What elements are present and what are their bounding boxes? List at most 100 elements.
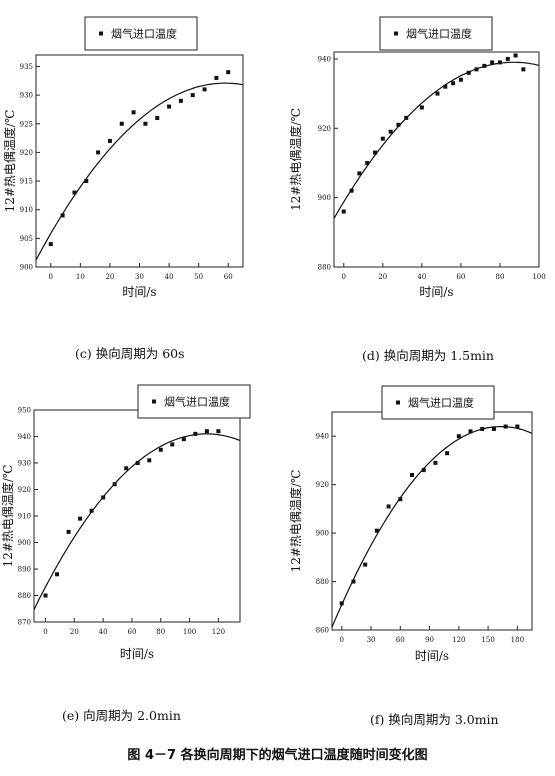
chart-caption: (e) 向周期为 2.0min — [62, 708, 181, 723]
y-tick-label: 900 — [20, 264, 33, 272]
x-tick-label: 80 — [495, 273, 504, 281]
y-tick-label: 860 — [316, 627, 329, 635]
x-axis-label: 时间/s — [419, 285, 453, 299]
x-tick-label: 20 — [70, 628, 79, 636]
data-point — [101, 495, 106, 500]
y-tick-label: 920 — [18, 486, 31, 494]
data-point — [341, 209, 346, 214]
x-tick-label: 60 — [396, 636, 405, 644]
data-point — [202, 87, 207, 92]
data-point — [55, 572, 60, 577]
legend-marker — [152, 399, 156, 404]
data-point — [349, 188, 354, 193]
data-point — [112, 482, 117, 487]
y-tick-label: 930 — [18, 460, 31, 468]
y-axis-label: 12#热电偶温度/℃ — [0, 465, 15, 568]
legend-marker — [394, 31, 398, 36]
x-tick-label: 90 — [425, 636, 434, 644]
x-tick-label: 100 — [532, 273, 545, 281]
x-tick-label: 50 — [194, 273, 203, 281]
data-point — [365, 160, 370, 165]
data-point — [119, 121, 124, 126]
legend-label: 烟气进口温度 — [164, 395, 230, 409]
data-point — [78, 516, 83, 521]
data-point — [513, 53, 518, 58]
data-point — [48, 242, 53, 247]
data-point — [490, 60, 495, 65]
legend-label: 烟气进口温度 — [406, 27, 472, 41]
y-axis-label: 12#热电偶温度/℃ — [2, 110, 17, 213]
plot-frame — [333, 51, 540, 268]
x-tick-label: 0 — [43, 628, 47, 636]
y-tick-label: 935 — [20, 63, 33, 71]
plot-frame — [35, 54, 244, 268]
fit-curve — [35, 82, 244, 261]
x-tick-label: 60 — [127, 628, 136, 636]
data-point — [396, 122, 401, 127]
x-axis-label: 时间/s — [415, 649, 449, 663]
x-tick-label: 30 — [135, 273, 144, 281]
legend-marker — [396, 400, 400, 405]
legend-box — [379, 16, 493, 51]
data-point — [66, 529, 71, 534]
y-tick-label: 940 — [318, 55, 331, 63]
data-point — [503, 424, 508, 429]
legend-box — [381, 385, 495, 420]
x-tick-label: 0 — [342, 273, 346, 281]
data-point — [216, 429, 221, 434]
data-point — [404, 115, 409, 120]
data-point — [181, 437, 186, 442]
data-point — [158, 447, 163, 452]
data-point — [226, 70, 231, 75]
data-point — [178, 98, 183, 103]
y-tick-label: 880 — [316, 578, 329, 586]
data-point — [466, 70, 471, 75]
y-tick-label: 870 — [18, 619, 31, 627]
data-point — [456, 434, 461, 439]
x-tick-label: 20 — [378, 273, 387, 281]
y-tick-label: 880 — [18, 592, 31, 600]
data-point — [147, 458, 152, 463]
legend-box — [137, 384, 251, 419]
x-tick-label: 180 — [511, 636, 524, 644]
data-point — [386, 504, 391, 509]
data-point — [491, 426, 496, 431]
x-tick-label: 60 — [456, 273, 465, 281]
y-tick-label: 890 — [18, 566, 31, 574]
x-tick-label: 120 — [212, 628, 225, 636]
data-point — [193, 431, 198, 436]
legend-label: 烟气进口温度 — [408, 396, 474, 410]
legend-marker — [99, 31, 103, 36]
y-tick-label: 900 — [318, 194, 331, 202]
fit-curve — [331, 426, 533, 628]
x-tick-label: 120 — [452, 636, 465, 644]
data-point — [445, 451, 450, 456]
y-tick-label: 910 — [20, 206, 33, 214]
data-point — [131, 110, 136, 115]
y-axis-label: 12#热电偶温度/℃ — [288, 108, 303, 211]
data-point — [515, 424, 520, 429]
data-point — [351, 579, 356, 584]
y-tick-label: 920 — [318, 125, 331, 133]
data-point — [124, 466, 129, 471]
y-tick-label: 910 — [18, 513, 31, 521]
data-point — [190, 93, 195, 98]
x-tick-label: 150 — [481, 636, 494, 644]
data-point — [170, 442, 175, 447]
data-point — [388, 129, 393, 134]
x-tick-label: 0 — [49, 273, 53, 281]
data-point — [497, 60, 502, 65]
data-point — [107, 138, 112, 143]
data-point — [521, 67, 526, 72]
data-point — [374, 528, 379, 533]
data-point — [410, 472, 414, 477]
data-point — [380, 136, 385, 141]
y-tick-label: 920 — [20, 149, 33, 157]
data-point — [43, 593, 48, 598]
data-point — [204, 429, 209, 434]
data-point — [482, 63, 487, 68]
data-point — [421, 468, 426, 473]
fit-curve — [33, 433, 241, 610]
data-point — [398, 497, 403, 502]
